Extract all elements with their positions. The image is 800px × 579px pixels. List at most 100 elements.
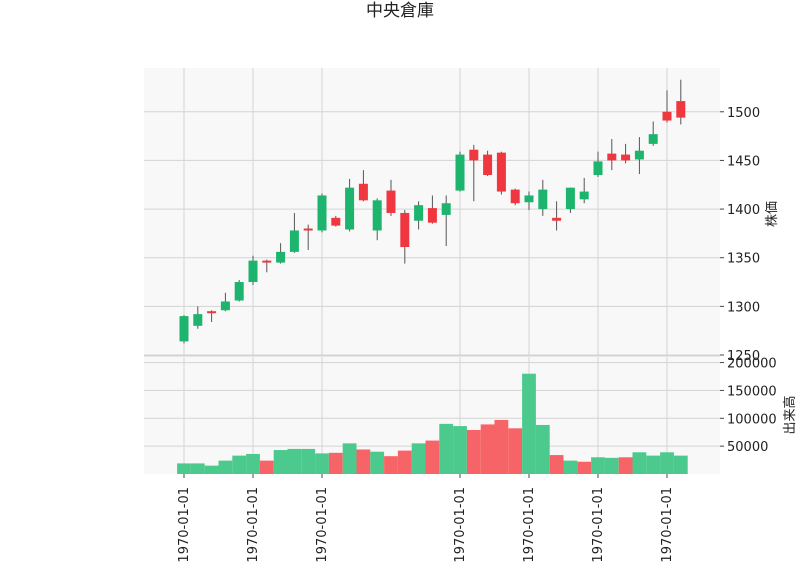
volume-bar [466,429,481,474]
volume-bar [273,450,288,474]
volume-bar [190,463,205,474]
volume-bar [494,419,509,474]
price-candles [179,79,686,344]
volume-bars [177,373,688,474]
candle-body [662,111,672,121]
volume-bar [632,452,647,474]
volume-bar [591,457,605,474]
volume-bar [453,426,467,474]
volume-y-tick-label: 50000 [727,440,768,455]
volume-y-axis-label: 出来高 [782,395,798,434]
volume-bar [508,428,523,474]
x-tick-label: 1970-01-01 [315,487,330,563]
x-axis: 1970-01-01 1970-01-01 1970-01-01 1970-01-01… [177,474,675,563]
volume-bar [411,443,426,474]
volume-bar [301,448,316,474]
volume-bar [315,453,329,474]
volume-bar [370,451,385,474]
volume-bar [287,448,302,474]
candle-body [400,212,410,248]
volume-bar [549,455,564,474]
candle-body [538,189,548,210]
price-y-tick-label: 1250 [727,349,760,364]
candle-body [331,217,341,226]
candle-body [634,150,644,160]
candle-body [358,183,368,201]
x-tick-label: 1970-01-01 [246,487,261,563]
x-tick-label: 1970-01-01 [177,487,192,563]
volume-bar [218,460,233,474]
volume-bar [480,424,495,474]
volume-bar [425,440,440,474]
volume-y-tick-label: 150000 [727,384,777,399]
price-y-tick-label: 1450 [727,154,760,169]
candle-body [262,260,272,263]
volume-bar [535,424,550,474]
volume-bar [204,465,219,474]
volume-bar [646,455,661,474]
x-tick-label: 1970-01-01 [591,487,606,563]
volume-bar [439,423,454,474]
x-tick-label: 1970-01-01 [522,487,537,563]
candle-body [455,154,465,191]
volume-bar [232,455,247,474]
volume-bar [246,453,260,474]
volume-bar [522,373,536,474]
volume-bar [356,449,371,474]
volume-bar [577,461,592,474]
candle-body [593,161,603,176]
volume-bar [563,460,578,474]
candle-body [552,217,562,221]
volume-y-axis: 50000 100000 150000 200000 [720,357,777,455]
candle-body [496,152,506,192]
volume-bar [397,450,412,474]
x-tick-label: 1970-01-01 [660,487,675,563]
volume-bar [618,457,633,474]
candle-body [483,154,493,176]
candle-body [676,101,686,118]
volume-y-tick-label: 200000 [727,357,777,372]
candle-body [207,311,217,314]
price-y-tick-label: 1300 [727,300,760,315]
candle-body [524,195,534,203]
price-y-axis: 1250 1300 1350 1400 1450 1500 [720,106,760,364]
candle-body [565,187,575,210]
candle-body [345,187,355,230]
price-y-tick-label: 1350 [727,252,760,267]
candle-body [372,200,382,231]
candle-body [193,314,203,326]
candle-body [179,316,189,342]
candle-body [441,203,451,215]
candle-body [386,190,396,213]
candle-body [621,154,631,161]
volume-bar [660,452,674,474]
volume-y-tick-label: 100000 [727,412,777,427]
candle-body [248,260,258,283]
candle-body [220,301,230,311]
candle-body [607,153,617,161]
price-y-tick-label: 1500 [727,106,760,121]
volume-bar [259,460,274,474]
volume-bar [328,452,343,474]
x-tick-label: 1970-01-01 [453,487,468,563]
volume-bar [384,456,398,474]
volume-bar [177,463,191,474]
candle-body [427,208,437,223]
chart-title: 中央倉庫 [366,1,434,21]
candle-body [414,205,424,221]
candle-body [469,149,479,161]
candle-body [234,282,244,301]
candle-body [510,189,520,204]
candle-body [276,251,286,263]
volume-bar [342,443,357,474]
price-y-tick-label: 1400 [727,203,760,218]
candle-body [648,134,658,144]
candle-body [289,230,299,252]
candle-body [579,191,589,200]
price-y-axis-label: 株価 [765,201,780,227]
candle-body [317,195,327,231]
candle-body [303,228,313,231]
volume-bar [604,457,619,474]
